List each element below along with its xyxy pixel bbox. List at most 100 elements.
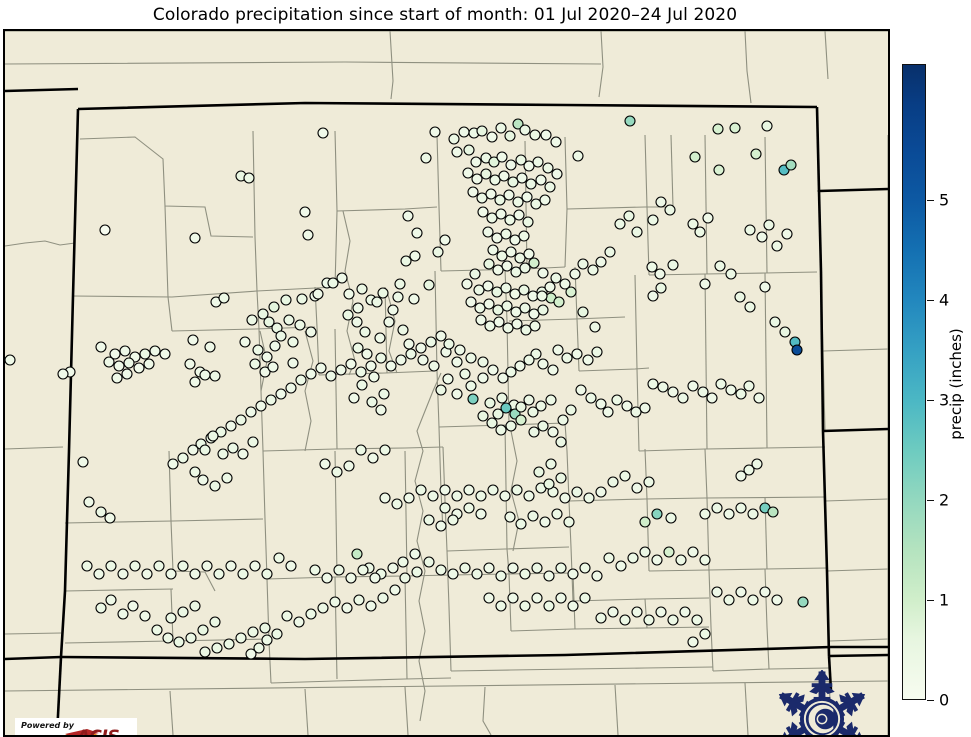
station-marker[interactable] <box>667 614 679 626</box>
station-marker[interactable] <box>769 316 781 328</box>
station-marker[interactable] <box>99 224 111 236</box>
station-marker[interactable] <box>335 364 347 376</box>
station-marker[interactable] <box>268 301 280 313</box>
station-marker[interactable] <box>476 125 488 137</box>
station-marker[interactable] <box>607 606 619 618</box>
station-marker[interactable] <box>287 357 299 369</box>
station-marker[interactable] <box>261 634 273 646</box>
station-marker[interactable] <box>5 354 16 366</box>
station-marker[interactable] <box>643 614 655 626</box>
station-marker[interactable] <box>627 552 639 564</box>
station-marker[interactable] <box>512 196 524 208</box>
station-marker[interactable] <box>269 340 281 352</box>
station-marker[interactable] <box>555 562 567 574</box>
station-marker[interactable] <box>687 546 699 558</box>
station-marker[interactable] <box>261 568 273 580</box>
station-marker[interactable] <box>486 131 498 143</box>
station-marker[interactable] <box>287 336 299 348</box>
station-marker[interactable] <box>285 560 297 572</box>
station-marker[interactable] <box>797 596 809 608</box>
station-marker[interactable] <box>477 372 489 384</box>
station-marker[interactable] <box>454 344 466 356</box>
station-marker[interactable] <box>679 606 691 618</box>
station-marker[interactable] <box>504 130 516 142</box>
station-marker[interactable] <box>543 570 555 582</box>
station-marker[interactable] <box>325 370 337 382</box>
station-marker[interactable] <box>631 482 643 494</box>
station-marker[interactable] <box>409 250 421 262</box>
station-marker[interactable] <box>624 115 636 127</box>
station-marker[interactable] <box>423 556 435 568</box>
station-marker[interactable] <box>675 554 687 566</box>
station-marker[interactable] <box>604 246 616 258</box>
station-marker[interactable] <box>275 388 287 400</box>
station-marker[interactable] <box>523 160 535 172</box>
station-marker[interactable] <box>189 568 201 580</box>
station-marker[interactable] <box>697 386 709 398</box>
station-marker[interactable] <box>385 360 397 372</box>
station-marker[interactable] <box>451 490 463 502</box>
station-marker[interactable] <box>523 354 535 366</box>
station-marker[interactable] <box>189 232 201 244</box>
station-marker[interactable] <box>342 309 354 321</box>
station-marker[interactable] <box>415 484 427 496</box>
station-marker[interactable] <box>687 218 699 230</box>
station-marker[interactable] <box>505 246 517 258</box>
station-marker[interactable] <box>518 230 530 242</box>
station-marker[interactable] <box>139 610 151 622</box>
station-marker[interactable] <box>225 420 237 432</box>
station-marker[interactable] <box>771 594 783 606</box>
station-marker[interactable] <box>519 124 531 136</box>
station-marker[interactable] <box>465 352 477 364</box>
station-marker[interactable] <box>451 356 463 368</box>
station-marker[interactable] <box>83 496 95 508</box>
station-marker[interactable] <box>341 602 353 614</box>
station-marker[interactable] <box>553 296 565 308</box>
station-marker[interactable] <box>394 278 406 290</box>
station-marker[interactable] <box>602 406 614 418</box>
station-marker[interactable] <box>352 342 364 354</box>
station-marker[interactable] <box>535 400 547 412</box>
station-marker[interactable] <box>425 336 437 348</box>
station-marker[interactable] <box>753 392 765 404</box>
station-marker[interactable] <box>569 268 581 280</box>
station-marker[interactable] <box>583 492 595 504</box>
station-marker[interactable] <box>368 371 380 383</box>
station-marker[interactable] <box>528 308 540 320</box>
station-marker[interactable] <box>702 212 714 224</box>
station-marker[interactable] <box>667 259 679 271</box>
station-marker[interactable] <box>550 272 562 284</box>
station-marker[interactable] <box>519 262 531 274</box>
station-marker[interactable] <box>305 608 317 620</box>
station-marker[interactable] <box>213 568 225 580</box>
station-marker[interactable] <box>204 341 216 353</box>
station-marker[interactable] <box>537 358 549 370</box>
station-marker[interactable] <box>706 392 718 404</box>
station-marker[interactable] <box>411 227 423 239</box>
station-marker[interactable] <box>699 508 711 520</box>
station-marker[interactable] <box>655 606 667 618</box>
station-marker[interactable] <box>237 568 249 580</box>
station-marker[interactable] <box>423 514 435 526</box>
station-marker[interactable] <box>735 388 747 400</box>
station-marker[interactable] <box>483 562 495 574</box>
station-marker[interactable] <box>529 320 541 332</box>
station-marker[interactable] <box>565 404 577 416</box>
station-marker[interactable] <box>117 608 129 620</box>
station-marker[interactable] <box>237 448 249 460</box>
station-marker[interactable] <box>547 426 559 438</box>
station-marker[interactable] <box>275 330 287 342</box>
station-marker[interactable] <box>377 287 389 299</box>
station-marker[interactable] <box>443 338 455 350</box>
station-marker[interactable] <box>255 400 267 412</box>
station-marker[interactable] <box>465 380 477 392</box>
station-marker[interactable] <box>343 460 355 472</box>
station-marker[interactable] <box>516 172 528 184</box>
station-marker[interactable] <box>729 122 741 134</box>
station-marker[interactable] <box>463 144 475 156</box>
station-marker[interactable] <box>333 564 345 576</box>
station-marker[interactable] <box>459 562 471 574</box>
station-marker[interactable] <box>305 326 317 338</box>
station-marker[interactable] <box>515 154 527 166</box>
station-marker[interactable] <box>665 512 677 524</box>
